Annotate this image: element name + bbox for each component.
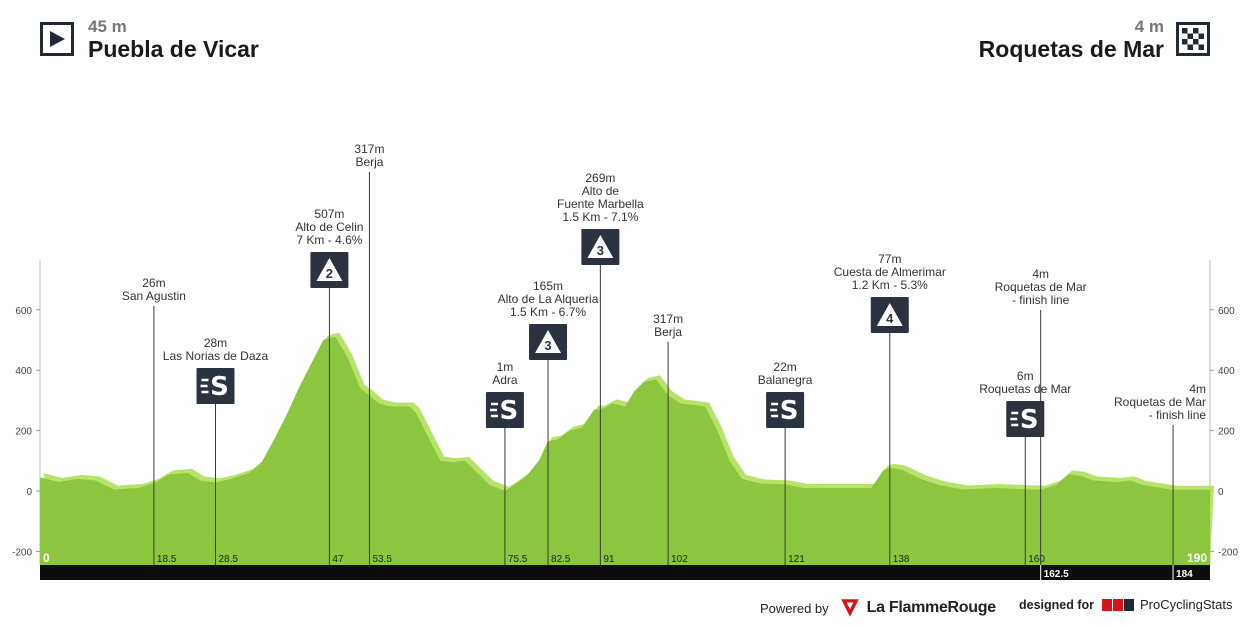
play-icon	[40, 22, 74, 56]
marker-km-label: 28.5	[219, 554, 239, 565]
marker-detail: 1.5 Km - 6.7%	[510, 305, 586, 319]
marker-elevation: 165m	[533, 279, 563, 293]
marker-km-label: 121	[788, 554, 805, 565]
climb-category-label: 3	[597, 243, 604, 258]
pcs-brand: ProCyclingStats	[1140, 597, 1233, 612]
sprint-badge	[766, 392, 805, 428]
checkered-flag-icon	[1176, 22, 1210, 56]
marker-name: Alto de Celin	[295, 220, 363, 234]
climb-category-label: 2	[326, 266, 333, 281]
sprint-badge	[196, 368, 235, 404]
finish-location: Roquetas de Mar	[978, 36, 1164, 62]
marker-name: Balanegra	[758, 373, 813, 387]
marker-elevation: 507m	[314, 207, 344, 221]
distance-bar	[40, 565, 1210, 580]
svg-text:S: S	[780, 396, 799, 426]
marker-name: Berja	[355, 155, 383, 169]
mountain-icon	[587, 235, 614, 258]
finish-header: 4 m Roquetas de Mar	[979, 18, 1210, 62]
marker-detail: - finish line	[1012, 293, 1070, 307]
marker-elevation: 1m	[497, 360, 514, 374]
marker-km-label: 184	[1176, 569, 1193, 580]
marker-elevation: 26m	[142, 276, 165, 290]
finish-elevation: 4 m	[1134, 17, 1164, 36]
y-tick-label-right: 600	[1218, 306, 1235, 317]
finish-km-label: 190	[1187, 551, 1207, 565]
marker-elevation: 4m	[1032, 267, 1049, 281]
marker-elevation: 269m	[585, 171, 615, 185]
marker-elevation: 28m	[204, 336, 227, 350]
svg-text:S: S	[1020, 405, 1039, 435]
marker-name: Cuesta de Almerimar	[834, 265, 946, 279]
start-elevation: 45 m	[88, 17, 127, 36]
marker-name: Berja	[654, 325, 682, 339]
marker-detail: 1.5 Km - 7.1%	[562, 210, 638, 224]
powered-by-label: Powered by	[760, 600, 829, 616]
sprint-icon: S	[489, 396, 519, 426]
marker-km-label: 53.5	[372, 554, 392, 565]
sprint-badge	[1006, 401, 1045, 437]
marker-detail: - finish line	[1149, 408, 1207, 422]
mountain-icon	[316, 258, 343, 281]
start-header: 45 m Puebla de Vicar	[40, 18, 259, 62]
marker-km-label: 162.5	[1044, 569, 1069, 580]
designed-for-label: designed for	[1019, 597, 1095, 612]
sprint-badge	[485, 392, 524, 428]
y-tick-label-left: -200	[12, 547, 32, 558]
marker-elevation: 317m	[354, 142, 384, 156]
marker-detail: 1.2 Km - 5.3%	[852, 278, 928, 292]
marker-km-label: 82.5	[551, 554, 571, 565]
climb-category-label: 4	[886, 311, 894, 326]
footer-designed-for: designed for ProCyclingStats	[1019, 597, 1233, 612]
marker-km-label: 102	[671, 554, 688, 565]
marker-km-label: 18.5	[157, 554, 177, 565]
marker-elevation: 6m	[1017, 369, 1034, 383]
y-tick-label-right: 200	[1218, 427, 1235, 438]
marker-elevation: 317m	[653, 312, 683, 326]
sprint-icon: S	[770, 396, 798, 426]
y-tick-label-right: -200	[1218, 547, 1238, 558]
marker-km-label: 91	[603, 554, 615, 565]
marker-km-label: 138	[893, 554, 910, 565]
marker-km-label: 75.5	[508, 554, 528, 565]
marker-km-label: 47	[332, 554, 344, 565]
y-tick-label-left: 600	[15, 306, 32, 317]
flamme-rouge-brand: La FlammeRouge	[866, 599, 996, 616]
svg-text:S: S	[500, 396, 519, 426]
y-tick-label-left: 200	[15, 427, 32, 438]
start-km-label: 0	[43, 551, 50, 565]
marker-name: Roquetas de Mar	[995, 280, 1087, 294]
marker-elevation: 77m	[878, 252, 901, 266]
start-location: Puebla de Vicar	[88, 36, 259, 62]
marker-name: Alto de	[582, 184, 620, 198]
y-tick-label-right: 400	[1218, 366, 1235, 377]
marker-elevation: 4m	[1189, 382, 1206, 396]
footer-powered-by: Powered by La FlammeRouge	[760, 597, 996, 619]
marker-name: Roquetas de Mar	[1114, 395, 1206, 409]
marker-km-label: 160	[1028, 554, 1045, 565]
terrain-area	[40, 336, 1210, 565]
svg-text:S: S	[210, 372, 229, 402]
mountain-icon	[876, 303, 903, 326]
sprint-icon: S	[1010, 405, 1039, 435]
marker-name-line2: Fuente Marbella	[557, 197, 644, 211]
mountain-icon	[535, 330, 562, 353]
marker-name: Adra	[492, 373, 518, 387]
flamme-rouge-logo-icon	[840, 599, 859, 617]
marker-name: Alto de La Alqueria	[498, 292, 599, 306]
marker-elevation: 22m	[773, 360, 796, 374]
climb-category-label: 3	[544, 338, 551, 353]
y-tick-label-right: 0	[1218, 487, 1224, 498]
y-tick-label-left: 0	[26, 487, 32, 498]
marker-detail: 7 Km - 4.6%	[296, 233, 362, 247]
sprint-icon: S	[200, 372, 229, 402]
marker-name: Roquetas de Mar	[979, 382, 1071, 396]
marker-name: Las Norias de Daza	[163, 349, 269, 363]
y-tick-label-left: 400	[15, 366, 32, 377]
pcs-logo-icon	[1102, 598, 1135, 611]
marker-name: San Agustin	[122, 289, 186, 303]
